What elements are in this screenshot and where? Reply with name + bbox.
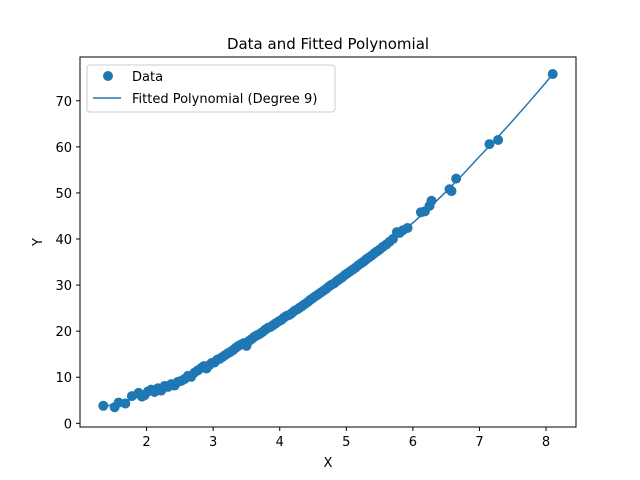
y-tick-label: 0: [64, 417, 72, 432]
y-tick-label: 70: [55, 95, 72, 110]
y-tick-label: 60: [55, 141, 72, 156]
x-tick-label: 6: [409, 435, 417, 450]
data-point: [402, 222, 413, 233]
data-point: [98, 400, 109, 411]
axes-frame: [79, 56, 577, 428]
data-point: [120, 398, 131, 409]
y-tick-label: 30: [55, 279, 72, 294]
chart-title: Data and Fitted Polynomial: [227, 35, 429, 53]
y-tick-label: 20: [55, 325, 72, 340]
data-point: [451, 173, 462, 184]
y-tick-label: 40: [55, 233, 72, 248]
x-tick-label: 3: [209, 435, 217, 450]
data-point: [446, 186, 457, 197]
x-tick-label: 8: [542, 435, 550, 450]
data-point: [426, 195, 437, 206]
x-tick-label: 7: [475, 435, 483, 450]
x-axis-ticks: 2 3 4 5 6 7 8: [142, 427, 550, 450]
data-point: [547, 69, 558, 80]
legend-label-fit: Fitted Polynomial (Degree 9): [132, 92, 317, 107]
y-tick-label: 50: [55, 187, 72, 202]
legend-marker-data: [103, 71, 113, 81]
legend: Data Fitted Polynomial (Degree 9): [86, 64, 336, 113]
legend-box: [86, 64, 336, 113]
y-axis-ticks: 0 10 20 30 40 50 60 70: [55, 95, 80, 432]
data-point: [484, 139, 495, 150]
y-tick-label: 10: [55, 371, 72, 386]
x-tick-label: 5: [342, 435, 350, 450]
data-points-layer: [98, 69, 558, 413]
legend-label-data: Data: [132, 70, 163, 85]
x-tick-label: 2: [142, 435, 150, 450]
x-axis-label: X: [324, 456, 333, 471]
y-axis-label: Y: [31, 238, 46, 247]
x-tick-label: 4: [276, 435, 284, 450]
data-point: [493, 134, 504, 145]
